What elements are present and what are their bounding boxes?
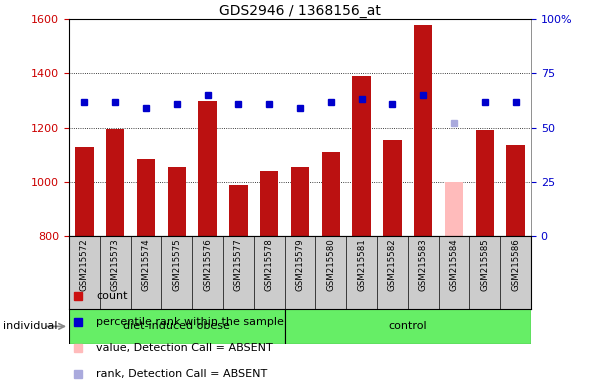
- Bar: [291, 167, 309, 236]
- Bar: [322, 152, 340, 236]
- Bar: [352, 76, 371, 236]
- Text: GSM215579: GSM215579: [296, 238, 305, 291]
- Text: GSM215574: GSM215574: [142, 238, 151, 291]
- Bar: [445, 182, 463, 236]
- Text: percentile rank within the sample: percentile rank within the sample: [96, 317, 284, 327]
- Bar: [284, 309, 531, 344]
- Text: GSM215581: GSM215581: [357, 238, 366, 291]
- Text: GSM215586: GSM215586: [511, 238, 520, 291]
- Text: diet-induced obese: diet-induced obese: [124, 321, 230, 331]
- Bar: [506, 145, 525, 236]
- Text: GSM215577: GSM215577: [234, 238, 243, 291]
- Bar: [414, 25, 433, 236]
- Text: control: control: [388, 321, 427, 331]
- Text: GSM215583: GSM215583: [419, 238, 428, 291]
- Bar: [383, 140, 401, 236]
- Bar: [199, 101, 217, 236]
- Bar: [167, 167, 186, 236]
- Text: count: count: [96, 291, 128, 301]
- Text: GSM215585: GSM215585: [481, 238, 490, 291]
- Text: GSM215584: GSM215584: [449, 238, 458, 291]
- Text: GSM215575: GSM215575: [172, 238, 181, 291]
- Text: GSM215582: GSM215582: [388, 238, 397, 291]
- Bar: [137, 159, 155, 236]
- Bar: [229, 185, 248, 236]
- Text: individual: individual: [3, 321, 58, 331]
- Text: GSM215580: GSM215580: [326, 238, 335, 291]
- Text: GSM215572: GSM215572: [80, 238, 89, 291]
- Text: rank, Detection Call = ABSENT: rank, Detection Call = ABSENT: [96, 369, 267, 379]
- Bar: [75, 147, 94, 236]
- Text: GSM215576: GSM215576: [203, 238, 212, 291]
- Text: GSM215573: GSM215573: [111, 238, 120, 291]
- Bar: [69, 309, 284, 344]
- Text: GSM215578: GSM215578: [265, 238, 274, 291]
- Bar: [260, 171, 278, 236]
- Title: GDS2946 / 1368156_at: GDS2946 / 1368156_at: [219, 4, 381, 18]
- Bar: [476, 131, 494, 236]
- Bar: [106, 129, 124, 236]
- Text: value, Detection Call = ABSENT: value, Detection Call = ABSENT: [96, 343, 273, 353]
